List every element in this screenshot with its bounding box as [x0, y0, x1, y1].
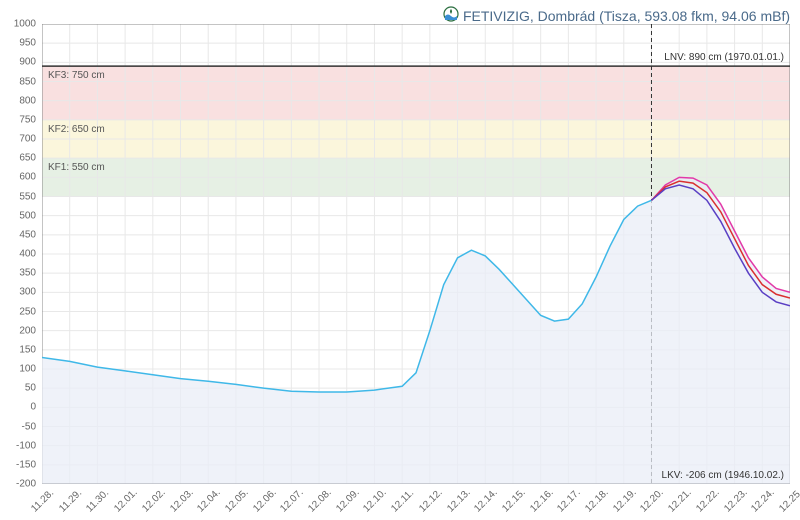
- x-tick-label: 12.11.: [389, 488, 416, 515]
- plot-svg: [42, 24, 790, 484]
- x-tick-label: 12.07.: [279, 487, 306, 514]
- x-tick-label: 12.09.: [334, 487, 361, 514]
- x-tick-label: 12.05.: [223, 487, 250, 514]
- y-tick-label: 700: [19, 134, 36, 145]
- x-tick-label: 12.15.: [500, 487, 527, 514]
- x-tick-label: 12.22.: [694, 487, 721, 514]
- threshold-band-label: KF1: 550 cm: [48, 162, 105, 173]
- y-tick-label: 1000: [14, 19, 36, 30]
- y-tick-label: 250: [19, 306, 36, 317]
- y-tick-label: 0: [30, 402, 36, 413]
- y-tick-label: -150: [16, 459, 36, 470]
- x-tick-label: 11.30.: [85, 488, 112, 515]
- y-tick-label: 850: [19, 76, 36, 87]
- x-tick-label: 12.13.: [445, 487, 472, 514]
- x-tick-label: 12.23.: [722, 487, 749, 514]
- x-tick-label: 12.14.: [473, 487, 500, 514]
- x-tick-label: 12.18.: [583, 487, 610, 514]
- x-axis: 11.28.11.29.11.30.12.01.12.02.12.03.12.0…: [42, 484, 790, 520]
- y-tick-label: 500: [19, 210, 36, 221]
- plot-area: KF3: 750 cm KF2: 650 cm KF1: 550 cm LNV: 89…: [42, 24, 790, 484]
- x-tick-label: 11.28.: [29, 488, 56, 515]
- x-tick-label: 12.02.: [140, 487, 167, 514]
- y-tick-label: 350: [19, 268, 36, 279]
- y-tick-label: 800: [19, 95, 36, 106]
- y-tick-label: 300: [19, 287, 36, 298]
- y-tick-label: 150: [19, 344, 36, 355]
- reference-line-label: LKV: -206 cm (1946.10.02.): [662, 470, 784, 481]
- x-tick-label: 12.08.: [306, 487, 333, 514]
- y-tick-label: -50: [22, 421, 36, 432]
- y-tick-label: 750: [19, 114, 36, 125]
- x-tick-label: 12.04.: [195, 487, 222, 514]
- x-tick-label: 12.10.: [362, 487, 389, 514]
- x-tick-label: 12.24.: [750, 487, 777, 514]
- y-tick-label: 950: [19, 38, 36, 49]
- hydrograph-chart: FETIVIZIG, Dombrád (Tisza, 593.08 fkm, 9…: [0, 0, 800, 520]
- y-tick-label: 400: [19, 249, 36, 260]
- x-tick-label: 11.29.: [57, 488, 84, 515]
- x-tick-label: 12.06.: [251, 487, 278, 514]
- y-tick-label: 900: [19, 57, 36, 68]
- y-tick-label: 600: [19, 172, 36, 183]
- y-axis: -200-150-100-500501001502002503003504004…: [0, 24, 40, 484]
- x-tick-label: 12.21.: [666, 487, 693, 514]
- y-tick-label: 450: [19, 229, 36, 240]
- org-logo-icon: [443, 6, 459, 25]
- x-tick-label: 12.12.: [417, 487, 444, 514]
- y-tick-label: 650: [19, 153, 36, 164]
- x-tick-label: 12.19.: [611, 487, 638, 514]
- chart-title-row: FETIVIZIG, Dombrád (Tisza, 593.08 fkm, 9…: [443, 6, 790, 25]
- x-tick-label: 12.03.: [168, 487, 195, 514]
- y-tick-label: -100: [16, 440, 36, 451]
- y-tick-label: 550: [19, 191, 36, 202]
- y-tick-label: -200: [16, 479, 36, 490]
- y-tick-label: 100: [19, 364, 36, 375]
- chart-title: FETIVIZIG, Dombrád (Tisza, 593.08 fkm, 9…: [463, 8, 790, 24]
- x-tick-label: 12.01.: [112, 487, 139, 514]
- threshold-band-label: KF3: 750 cm: [48, 70, 105, 81]
- x-tick-label: 12.25.: [777, 487, 800, 514]
- y-tick-label: 50: [25, 383, 36, 394]
- reference-line-label: LNV: 890 cm (1970.01.01.): [664, 52, 784, 63]
- x-tick-label: 12.16.: [528, 487, 555, 514]
- y-tick-label: 200: [19, 325, 36, 336]
- x-tick-label: 12.17.: [556, 487, 583, 514]
- x-tick-label: 12.20.: [639, 487, 666, 514]
- threshold-band-label: KF2: 650 cm: [48, 124, 105, 135]
